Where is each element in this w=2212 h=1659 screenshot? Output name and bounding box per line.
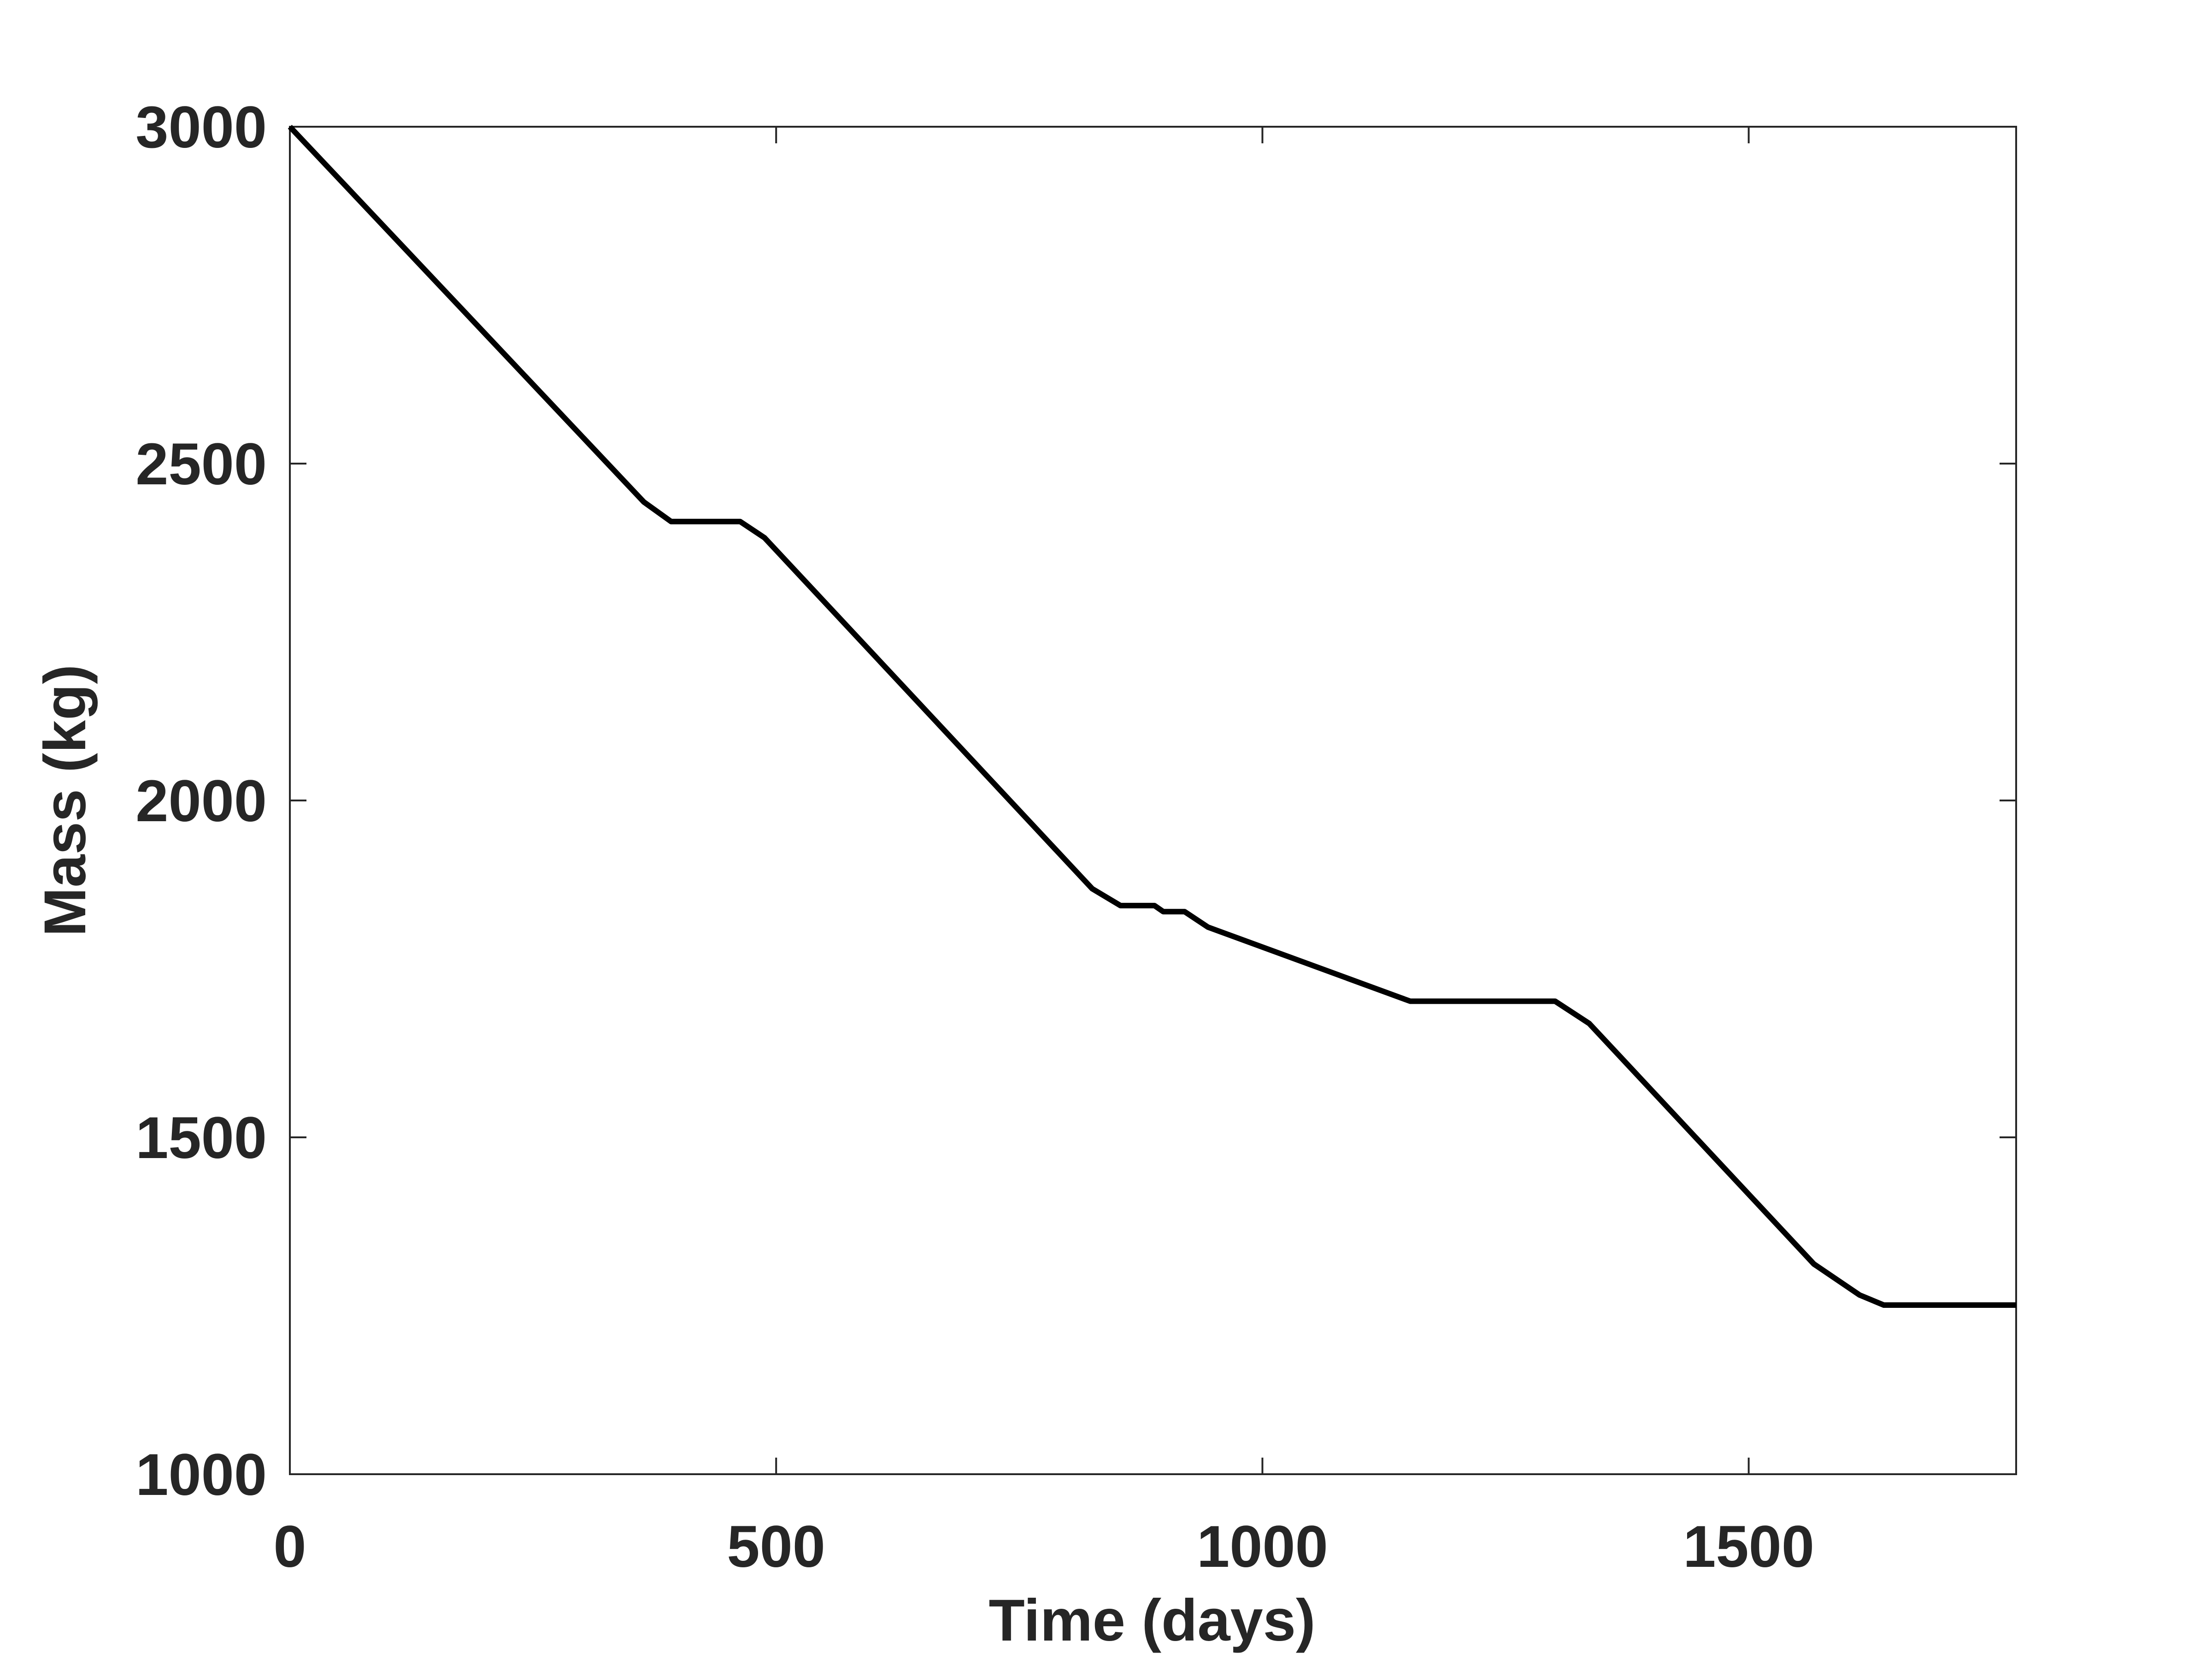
y-tick-label: 2000 [135, 768, 267, 834]
y-axis-label: Mass (kg) [32, 665, 98, 936]
y-tick-label: 2500 [135, 431, 267, 497]
x-tick-label: 500 [727, 1514, 825, 1580]
y-tick-label: 3000 [135, 94, 267, 160]
x-tick-label: 1500 [1683, 1514, 1814, 1580]
x-tick-label: 1000 [1197, 1514, 1328, 1580]
x-axis-label: Time (days) [989, 1588, 1316, 1653]
x-tick-label: 0 [273, 1514, 306, 1580]
y-tick-label: 1500 [135, 1105, 267, 1171]
y-tick-label: 1000 [135, 1442, 267, 1508]
data-line [288, 124, 2016, 1308]
